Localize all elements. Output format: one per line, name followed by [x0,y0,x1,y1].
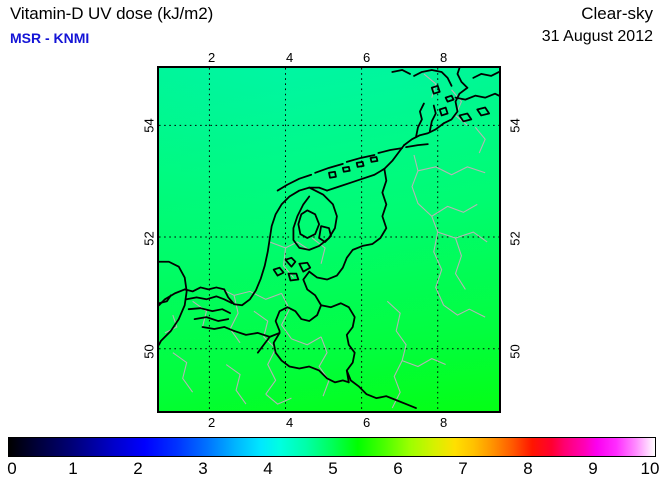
colorbar-tick-9: 9 [588,459,598,478]
colorbar-tick-0: 0 [7,459,17,478]
colorbar-tick-1: 1 [68,459,78,478]
axis-tick-bottom-4: 4 [286,415,294,430]
axis-tick-top-4: 4 [286,50,294,65]
colorbar-tick-6: 6 [393,459,403,478]
axis-tick-right-52: 52 [507,231,523,246]
axis-tick-bottom-8: 8 [440,415,448,430]
axis-tick-left-54: 54 [141,118,157,133]
axis-tick-top-8: 8 [440,50,448,65]
colorbar-tick-3: 3 [198,459,208,478]
coastline [159,68,499,409]
page-title: Vitamin-D UV dose (kJ/m2) [10,4,214,23]
colorbar-tick-5: 5 [328,459,338,478]
axis-tick-bottom-6: 6 [363,415,371,430]
map-overlay-svg [159,68,499,411]
colorbar-gradient [8,437,656,457]
axis-tick-bottom-2: 2 [208,415,216,430]
colorbar-tick-10: 10 [640,459,660,478]
axis-tick-top-6: 6 [363,50,371,65]
axis-tick-right-54: 54 [507,118,523,133]
map-plot-area[interactable] [157,66,501,413]
colorbar-tick-8: 8 [523,459,533,478]
source-label: MSR - KNMI [10,30,90,46]
axis-tick-top-2: 2 [208,50,216,65]
colorbar-tick-7: 7 [458,459,468,478]
colorbar-tick-2: 2 [133,459,143,478]
date-label: 31 August 2012 [541,28,653,45]
colorbar-tick-4: 4 [263,459,273,478]
condition-label: Clear-sky [581,4,653,23]
colorbar[interactable] [8,437,656,457]
axis-tick-left-52: 52 [141,231,157,246]
axis-tick-left-50: 50 [141,344,157,359]
axis-tick-right-50: 50 [507,344,523,359]
graticule-lines [159,68,499,411]
